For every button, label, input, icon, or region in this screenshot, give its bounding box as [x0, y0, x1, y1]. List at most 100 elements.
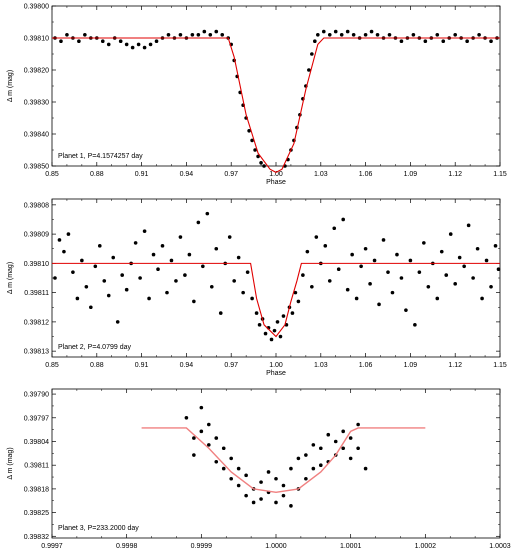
- x-tick-label: 0.88: [90, 171, 104, 178]
- x-tick-label: 0.94: [180, 171, 194, 178]
- data-point: [453, 33, 458, 37]
- data-point: [106, 42, 111, 47]
- x-tick-label: 0.91: [135, 362, 149, 369]
- data-point: [417, 270, 422, 274]
- data-point: [142, 45, 147, 50]
- data-point: [160, 244, 165, 248]
- data-point: [281, 493, 286, 498]
- data-point: [244, 473, 248, 478]
- x-tick-label: 0.91: [135, 171, 149, 178]
- data-point: [351, 33, 356, 37]
- x-tick-label: 1.09: [404, 171, 418, 178]
- data-point: [120, 273, 124, 277]
- data-point: [151, 252, 156, 257]
- data-point: [257, 323, 262, 327]
- data-point: [106, 293, 111, 298]
- data-point: [333, 439, 338, 444]
- data-point: [493, 244, 498, 248]
- data-point: [359, 264, 363, 269]
- data-point: [489, 39, 493, 43]
- y-tick-label: 0.39804: [24, 439, 49, 446]
- y-tick-label: 0.39810: [24, 261, 49, 268]
- data-point: [281, 483, 286, 488]
- data-point: [333, 29, 338, 34]
- data-point: [435, 296, 440, 301]
- data-point: [192, 453, 196, 457]
- x-tick-label: 1.09: [404, 362, 418, 369]
- data-point: [332, 226, 337, 231]
- data-point: [296, 456, 301, 461]
- data-point: [241, 290, 245, 295]
- data-point: [236, 483, 241, 488]
- data-point: [289, 466, 293, 471]
- data-point: [475, 246, 480, 251]
- y-tick-label: 0.39790: [24, 392, 49, 399]
- data-point: [350, 252, 354, 257]
- data-point: [251, 500, 256, 505]
- data-point: [148, 42, 153, 47]
- x-tick-label: 1.00: [269, 362, 283, 369]
- data-point: [293, 290, 298, 295]
- data-point: [341, 429, 346, 434]
- x-tick-label: 1.0001: [340, 543, 362, 550]
- y-tick-label: 0.39818: [24, 486, 49, 493]
- x-tick-label: 1.12: [448, 171, 462, 178]
- y-axis-title: Δ m (mag): [7, 70, 14, 102]
- y-tick-label: 0.39797: [24, 415, 49, 422]
- data-point: [274, 476, 278, 481]
- data-point: [307, 68, 311, 72]
- y-tick-label: 0.39812: [24, 319, 49, 326]
- data-point: [80, 258, 84, 263]
- data-point: [229, 476, 233, 481]
- data-point: [214, 29, 219, 34]
- data-point: [411, 33, 416, 37]
- data-point: [377, 302, 381, 307]
- data-point: [221, 466, 226, 471]
- data-point: [254, 311, 259, 315]
- panel-annotation: Planet 3, P=233.2000 day: [58, 525, 139, 532]
- data-point: [319, 446, 323, 451]
- data-point: [202, 29, 207, 34]
- data-point: [296, 299, 301, 304]
- data-point: [444, 273, 449, 277]
- data-point: [118, 39, 123, 43]
- data-point: [326, 432, 331, 437]
- panel-3: 0.9997 0.9998 0.9999 1.0000 1.0001 1.0002 1.00…: [7, 388, 511, 550]
- x-tick-label: 1.12: [448, 362, 462, 369]
- data-point: [368, 282, 372, 286]
- data-point: [413, 323, 417, 327]
- data-point: [363, 466, 368, 471]
- x-tick-label: 1.15: [493, 362, 507, 369]
- data-point: [439, 249, 444, 254]
- data-point: [214, 436, 219, 440]
- model-curve: [141, 427, 426, 493]
- data-point: [399, 276, 404, 280]
- data-point: [136, 42, 141, 47]
- data-point: [390, 290, 395, 295]
- data-point: [305, 249, 310, 254]
- data-point: [65, 33, 69, 37]
- data-point: [192, 436, 196, 440]
- data-point: [93, 264, 98, 269]
- data-point: [207, 443, 211, 447]
- data-point: [471, 276, 475, 280]
- data-point: [489, 284, 493, 289]
- data-point: [314, 235, 319, 239]
- data-point: [404, 308, 408, 312]
- y-tick-label: 0.39850: [24, 164, 49, 171]
- x-tick-label: 1.15: [493, 171, 507, 178]
- data-point: [236, 255, 241, 260]
- data-point: [183, 273, 187, 277]
- data-point: [201, 264, 205, 269]
- data-point: [301, 273, 305, 277]
- data-point: [196, 33, 201, 37]
- panel-annotation: Planet 1, P=4.1574257 day: [58, 153, 143, 160]
- data-point: [386, 270, 390, 274]
- data-point: [232, 279, 236, 283]
- y-axis-title: Δ m (mag): [7, 262, 14, 294]
- data-point: [142, 229, 147, 233]
- data-point: [408, 258, 413, 263]
- data-point: [480, 296, 484, 301]
- data-point: [166, 33, 171, 37]
- data-point: [310, 284, 314, 289]
